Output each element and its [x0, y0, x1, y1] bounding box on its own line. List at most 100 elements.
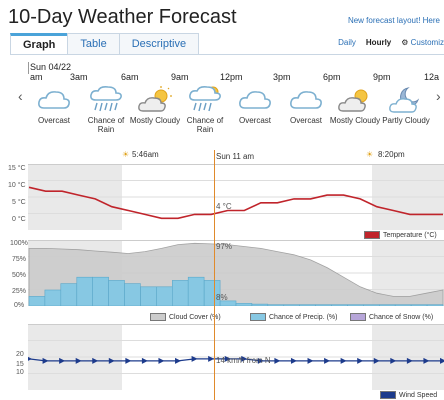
hour-label: 12pm [220, 72, 243, 82]
forecast-item: Chance of Rain [178, 86, 232, 134]
precip-bar [44, 289, 62, 306]
precip-bar [331, 304, 348, 306]
wind-direction-marker [241, 355, 248, 362]
wind-direction-marker [75, 357, 82, 364]
hour-label: 9pm [373, 72, 391, 82]
y-tick-label: 0 °C [12, 216, 26, 223]
forecast-item: Overcast [228, 86, 282, 125]
wind-annotation: 14 km/h from N [216, 356, 271, 365]
cloud-icon [38, 91, 70, 109]
wind-direction-marker [307, 357, 314, 364]
y-tick-label: 25% [12, 288, 27, 295]
wind-direction-marker [175, 357, 182, 364]
wind-direction-marker [423, 357, 430, 364]
precip-bar [410, 304, 428, 306]
y-tick-label: 15 [16, 361, 24, 368]
rain-cloud-icon [90, 86, 122, 112]
forecast-item: Mostly Cloudy [328, 86, 382, 125]
legend-label: Cloud Cover (%) [169, 313, 221, 321]
sunset-icon: ☀ [366, 150, 374, 159]
precip-bar [283, 304, 301, 306]
wind-direction-marker [141, 357, 148, 364]
wind-direction-marker [108, 357, 115, 364]
rain-sun-cloud-icon [189, 86, 221, 112]
legend-label: Temperature (°C) [383, 231, 437, 239]
forecast-label: Overcast [289, 116, 322, 125]
wind-direction-marker [406, 357, 413, 364]
legend-swatch [380, 391, 396, 399]
view-options: Daily Hourly ⚙ Customiz [338, 38, 444, 47]
precip-bar [108, 280, 125, 306]
precip-bar [172, 280, 189, 306]
wind-direction-marker [290, 357, 297, 364]
precip-bar [140, 286, 157, 306]
page-title: 10-Day Weather Forecast [8, 6, 237, 28]
legend-label: Wind Speed [399, 391, 438, 399]
cloud-precip-plot [28, 240, 444, 306]
legend-label: Chance of Snow (%) [369, 313, 434, 321]
legend-swatch [150, 313, 166, 321]
customize-link[interactable]: ⚙ Customiz [401, 38, 444, 47]
y-tick-label: 75% [12, 256, 27, 263]
wind-direction-marker [42, 357, 49, 364]
wind-direction-marker [92, 357, 99, 364]
legend-swatch [364, 231, 380, 239]
wind-legend: Wind Speed [380, 391, 437, 399]
precip-annotation: 8% [216, 293, 228, 302]
precip-bar [315, 304, 332, 306]
sunrise-icon: ☀ [122, 150, 130, 159]
snow-legend: Chance of Snow (%) [350, 313, 433, 321]
y-tick-label: 5 °C [12, 199, 26, 206]
wind-direction-marker [158, 357, 165, 364]
customize-label: Customiz [410, 38, 444, 47]
hourly-link[interactable]: Hourly [365, 38, 392, 47]
current-time-line[interactable] [214, 150, 215, 400]
precip-bar [156, 286, 173, 306]
wind-direction-marker [340, 357, 347, 364]
wind-direction-marker [191, 355, 198, 362]
wind-direction-marker [357, 357, 364, 364]
forecast-item: Overcast [27, 86, 81, 125]
hour-label: 3am [70, 72, 88, 82]
gear-icon: ⚙ [401, 38, 409, 47]
y-tick-label: 10 [16, 369, 24, 376]
hour-label: 3pm [273, 72, 291, 82]
forecast-item: Chance of Rain [79, 86, 133, 134]
hour-label: 6pm [323, 72, 341, 82]
date-label: Sun 04/22 [30, 62, 72, 72]
tab-table[interactable]: Table [67, 33, 120, 55]
prev-arrow-icon[interactable]: ‹ [18, 88, 23, 104]
cloud-annotation: 97% [216, 242, 233, 251]
tab-descriptive[interactable]: Descriptive [118, 33, 200, 55]
daily-link[interactable]: Daily [338, 38, 356, 47]
new-layout-link[interactable]: New forecast layout! Here [347, 16, 440, 25]
wind-direction-marker [440, 357, 444, 364]
hour-label: 9am [171, 72, 189, 82]
precip-legend: Chance of Precip. (%) [250, 313, 337, 321]
wind-direction-marker [59, 357, 66, 364]
sunset-time: 8:20pm [378, 150, 405, 159]
current-time-label: Sun 11 am [216, 152, 255, 161]
precip-bar [347, 304, 364, 306]
legend-label: Chance of Precip. (%) [269, 313, 338, 321]
legend-swatch [250, 313, 266, 321]
forecast-item: Overcast [279, 86, 333, 125]
hour-label: am [30, 72, 43, 82]
next-arrow-icon[interactable]: › [436, 88, 441, 104]
hour-label: 6am [121, 72, 139, 82]
y-tick-label: 0% [14, 302, 25, 309]
y-tick-label: 50% [12, 272, 27, 279]
temperature-annotation: 4 °C [216, 202, 232, 211]
tab-graph[interactable]: Graph [10, 33, 69, 55]
precip-bar [363, 304, 380, 306]
hour-label: 12a [424, 72, 440, 82]
tab-divider [10, 54, 444, 55]
y-tick-label: 100% [10, 240, 28, 247]
precip-bar [60, 283, 77, 306]
view-tabs: Graph Table Descriptive [10, 33, 200, 55]
precip-bar [124, 283, 141, 306]
precip-bar [394, 304, 412, 306]
day-start-tick [28, 62, 29, 74]
sunrise-time: 5:46am [132, 150, 159, 159]
forecast-label: Chance of Rain [186, 116, 224, 134]
